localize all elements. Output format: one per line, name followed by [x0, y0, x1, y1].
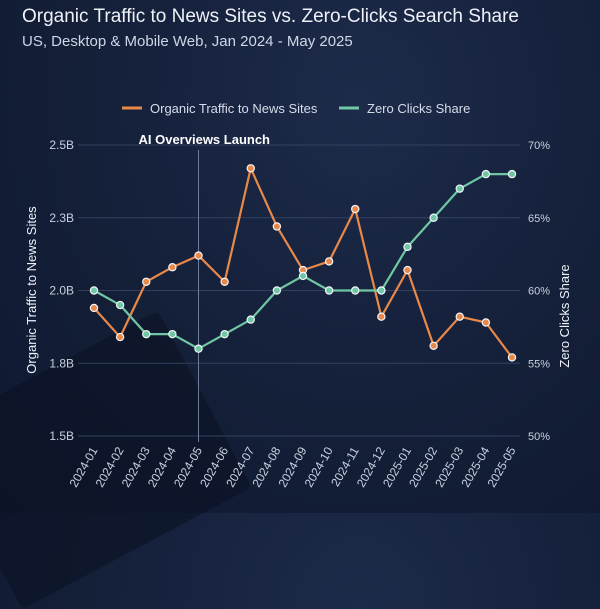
- zero-clicks-point: [194, 344, 203, 353]
- organic-traffic-line: [93, 167, 513, 359]
- organic-traffic-point: [246, 164, 255, 173]
- organic-traffic-point: [142, 277, 151, 286]
- zero-clicks-point: [142, 329, 151, 339]
- organic-traffic-point: [403, 265, 412, 275]
- zero-clicks-point: [89, 286, 99, 295]
- y-right-tick-label: 70%: [528, 140, 550, 152]
- organic-traffic-point: [377, 312, 386, 321]
- organic-traffic-point: [194, 251, 203, 260]
- zero-clicks-point: [403, 242, 412, 252]
- legend-zero-clicks-label: Zero Clicks Share: [367, 101, 470, 116]
- zero-clicks-point: [168, 329, 177, 339]
- annotation-label: AI Overviews Launch: [139, 132, 271, 147]
- organic-traffic-point: [168, 263, 177, 272]
- y-left-tick-label: 1.8B: [49, 356, 74, 370]
- zero-clicks-point: [481, 169, 491, 179]
- zero-clicks-line: [93, 173, 512, 350]
- organic-traffic-point: [507, 353, 517, 362]
- y-left-tick-label: 1.5B: [49, 429, 74, 443]
- organic-traffic-point: [115, 332, 125, 342]
- chart-title: Organic Traffic to News Sites vs. Zero-C…: [22, 6, 519, 27]
- organic-traffic-point: [481, 318, 491, 327]
- zero-clicks-point: [220, 329, 229, 339]
- y-left-tick-label: 2.3B: [49, 211, 74, 225]
- y-right-tick-label: 60%: [528, 286, 550, 298]
- line-chart: AI Overviews Launch 2.5B 2.3B 2.0B 1.8B 1.5B…: [24, 101, 572, 490]
- y-left-axis-label: Organic Traffic to News Sites: [24, 206, 39, 374]
- y-left-tick-label: 2.0B: [49, 284, 74, 298]
- zero-clicks-point: [455, 184, 464, 193]
- organic-traffic-point: [351, 204, 360, 214]
- organic-traffic-point: [272, 222, 282, 231]
- zero-clicks-point: [507, 169, 517, 179]
- y-right-axis-label: Zero Clicks Share: [557, 264, 572, 367]
- organic-traffic-point: [220, 277, 229, 286]
- organic-traffic-point: [455, 312, 464, 321]
- organic-traffic-point: [429, 341, 438, 350]
- y-right-tick-label: 55%: [528, 358, 550, 370]
- zero-clicks-point: [377, 286, 386, 295]
- zero-clicks-point: [272, 286, 282, 295]
- zero-clicks-point: [429, 213, 438, 222]
- y-right-tick-label: 50%: [528, 431, 550, 443]
- zero-clicks-point: [351, 286, 360, 295]
- zero-clicks-point: [246, 315, 255, 324]
- y-right-tick-label: 65%: [528, 213, 550, 225]
- organic-traffic-point: [89, 303, 99, 313]
- legend-organic-label: Organic Traffic to News Sites: [150, 101, 318, 116]
- y-left-tick-label: 2.5B: [49, 138, 74, 152]
- organic-traffic-point: [324, 257, 334, 266]
- zero-clicks-point: [324, 286, 334, 295]
- zero-clicks-point: [298, 271, 308, 281]
- chart-subtitle: US, Desktop & Mobile Web, Jan 2024 - May…: [22, 33, 353, 50]
- zero-clicks-point: [115, 300, 125, 310]
